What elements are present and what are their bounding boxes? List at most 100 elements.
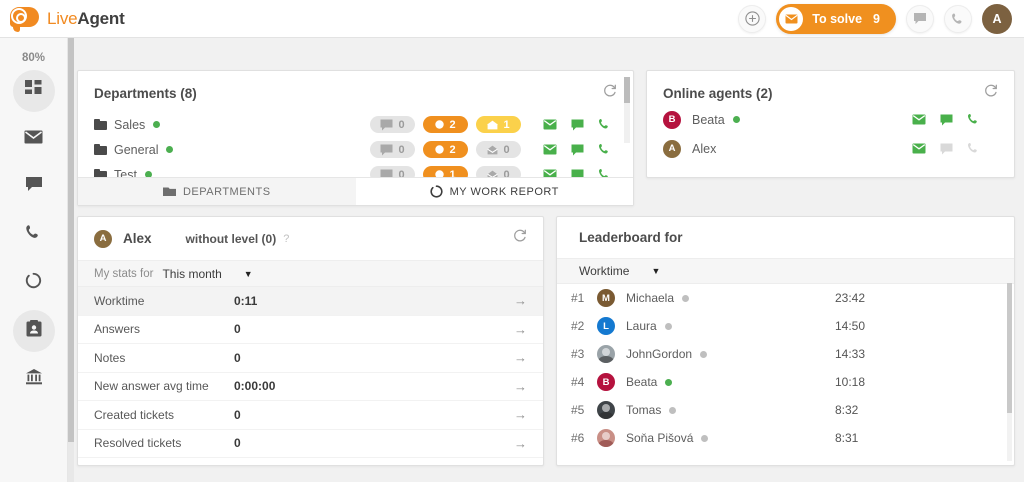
to-solve-count: 9 [873,11,880,26]
departments-card: Departments (8) Sales 0 2 1 General 0 [77,70,634,206]
folder-icon [162,186,176,197]
online-agents-list: B Beata A Alex [647,107,1014,161]
leaderboard-value: 10:18 [835,375,866,389]
sidebar-item-contacts[interactable] [12,310,55,352]
sidebar-item-activity[interactable] [13,262,55,304]
stat-row[interactable]: Notes 0 → [78,344,543,373]
phone-icon[interactable] [598,118,611,131]
envelope-icon[interactable] [912,142,926,155]
leaderboard-row[interactable]: #6 Soňa Pišová 8:31 [557,424,1014,452]
status-dot [166,146,174,153]
arrow-right-icon[interactable]: → [514,378,527,394]
sidebar-item-company[interactable] [13,358,55,400]
department-row[interactable]: General 0 2 0 [78,137,633,162]
stat-row[interactable]: Worktime 0:11 → [78,287,543,316]
leaderboard-name: Beata [626,375,658,389]
sidebar-item-tickets[interactable] [13,118,55,160]
circle-icon [435,120,445,129]
stat-row[interactable]: Created tickets 0 → [78,401,543,430]
department-badge[interactable]: 0 [370,116,415,133]
phone-icon[interactable] [944,4,972,33]
chat-bubble-icon[interactable] [940,113,953,126]
arrow-right-icon[interactable]: → [514,407,527,423]
leaderboard-name: JohnGordon [626,347,693,361]
stat-value: 0 [234,407,241,422]
to-solve-button[interactable]: To solve 9 [776,3,896,34]
agent-row[interactable]: A Alex [647,136,1014,161]
phone-icon[interactable] [598,143,611,156]
envelope-icon[interactable] [543,118,557,131]
folder-icon [94,119,107,130]
tab-my-work-report[interactable]: MY WORK REPORT [355,178,633,205]
leaderboard-row[interactable]: #3 JohnGordon 14:33 [557,340,1014,368]
stat-row[interactable]: Answers 0 → [78,316,543,344]
department-badge[interactable]: 0 [476,141,521,158]
stat-value: 0:00:00 [234,379,276,394]
leaderboard-filter-bar: Worktime ▼ [557,258,1014,284]
phone-icon[interactable] [967,142,980,155]
chevron-down-icon[interactable]: ▼ [243,268,253,279]
online-agents-header: Online agents (2) [647,71,1014,103]
stat-value: 0 [234,436,241,451]
department-badge[interactable]: 2 [423,116,468,133]
stat-row[interactable]: New answer avg time 0:00:00 → [78,373,543,401]
department-badge[interactable]: 0 [370,141,415,158]
stat-label: Created tickets [94,407,175,422]
envelope-icon [24,130,43,149]
status-dot [732,116,740,123]
chat-bubble-icon [380,144,393,156]
tab-departments[interactable]: DEPARTMENTS [78,178,356,205]
chat-bubble-icon[interactable] [940,142,953,155]
arrow-right-icon[interactable]: → [514,321,527,337]
refresh-icon[interactable] [513,229,527,248]
chat-bubble-icon[interactable] [571,118,584,131]
leaderboard-scrollbar-thumb[interactable] [1007,283,1012,413]
stat-row[interactable]: Resolved tickets 0 → [78,430,543,458]
envelope-icon [779,6,804,31]
arrow-right-icon[interactable]: → [514,293,527,309]
department-row[interactable]: Sales 0 2 1 [78,112,633,137]
stats-filter-value[interactable]: This month [162,266,222,281]
leaderboard-row[interactable]: #5 Tomas 8:32 [557,396,1014,424]
departments-scrollbar-thumb[interactable] [624,77,630,103]
sidebar-item-dashboard[interactable] [12,70,55,112]
avatar-initial: B [602,376,610,388]
my-stats-header: A Alex without level (0) ? [78,217,543,261]
status-dot [700,350,708,358]
plus-circle-icon[interactable] [738,4,767,33]
sidebar-item-calls[interactable] [13,214,55,256]
leaderboard-header: Leaderboard for [557,217,1014,258]
leaderboard-metric-value[interactable]: Worktime [579,264,630,278]
phone-icon[interactable] [967,113,980,126]
refresh-icon[interactable] [603,84,617,103]
question-mark-icon[interactable]: ? [283,232,290,245]
arrow-right-icon[interactable]: → [514,350,527,366]
arrow-right-icon[interactable]: → [514,435,527,451]
main-scrollbar-thumb[interactable] [68,38,74,442]
leaderboard-row[interactable]: #2 L Laura 14:50 [557,312,1014,340]
avatar: A [94,229,112,248]
agent-row[interactable]: B Beata [647,107,1014,132]
sidebar-item-chats[interactable] [13,166,55,208]
chat-bubble-icon [25,176,43,198]
leaderboard-row[interactable]: #4 B Beata 10:18 [557,368,1014,396]
department-actions [543,143,611,156]
chat-bubble-icon[interactable] [571,143,584,156]
chevron-down-icon[interactable]: ▼ [651,266,661,276]
app-logo[interactable]: LiveAgent [10,6,125,32]
departments-scrollbar[interactable] [624,77,630,143]
avatar-initial: A [992,11,1002,26]
circle-icon [435,170,445,179]
department-name: Sales [114,117,146,132]
main-scrollbar[interactable] [68,38,74,482]
department-badge[interactable]: 1 [476,116,521,133]
department-badge[interactable]: 2 [423,141,468,158]
user-avatar[interactable]: A [982,3,1012,34]
leaderboard-value: 8:31 [835,431,859,445]
refresh-icon[interactable] [984,84,998,103]
envelope-icon[interactable] [912,113,926,126]
envelope-icon[interactable] [543,143,557,156]
phone-icon[interactable] [598,168,611,181]
chat-bubble-icon[interactable] [906,4,934,33]
leaderboard-row[interactable]: #1 M Michaela 23:42 [557,284,1014,312]
